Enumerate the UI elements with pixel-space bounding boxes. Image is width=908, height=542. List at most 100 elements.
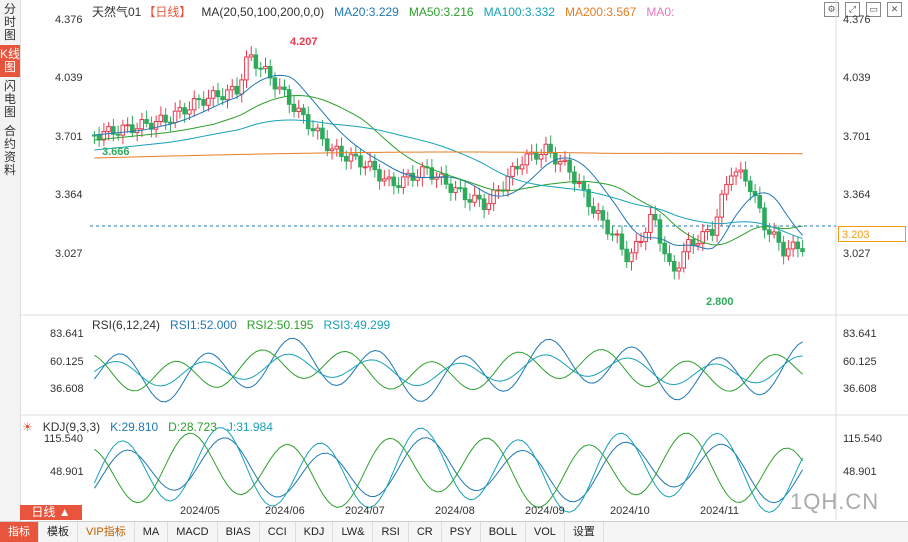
candles [92,45,805,280]
candle [320,120,325,147]
candle [282,79,287,97]
x-axis-label: 2024/10 [610,505,650,517]
candle [210,86,216,108]
kdj-k-value: K:29.810 [110,420,159,434]
tab-timeshare[interactable]: 分时图 [3,2,16,42]
kdj-axis-right-0: 115.540 [843,433,882,445]
tab-kline[interactable]: K线图 [0,45,20,77]
tab-rsi[interactable]: RSI [373,522,409,542]
close-icon[interactable]: ✕ [887,2,902,17]
candle [629,248,634,271]
x-axis-label: 2024/06 [265,505,305,517]
tab-settings[interactable]: 设置 [565,522,604,542]
candle [239,73,244,103]
candle [201,91,206,112]
tab-psy[interactable]: PSY [442,522,481,542]
ma200-line [94,151,803,159]
candle [101,123,107,147]
candle [453,180,458,201]
candle [315,123,320,140]
x-axis-label: 2024/09 [525,505,565,517]
candle [339,137,344,162]
tab-bias[interactable]: BIAS [218,522,260,542]
rsi-line-1 [93,337,803,403]
candle [586,183,591,216]
tab-vol[interactable]: VOL [526,522,565,542]
candle [619,225,625,256]
candle [92,131,97,144]
candle [458,178,463,193]
rsi-lines [93,337,803,403]
candle [329,143,335,160]
rsi-axis-left-1: 60.125 [50,356,84,368]
ma-settings[interactable]: MA(20,50,100,200,0,0) [201,5,325,19]
rsi-label[interactable]: RSI(6,12,24) [92,318,161,332]
candle [657,213,663,252]
price-axis-right-1: 4.039 [843,72,871,84]
tab-template[interactable]: 模板 [39,522,78,542]
rsi-axis-right-2: 36.608 [843,383,877,395]
candle [686,232,691,260]
kdj-j-value: J:31.984 [226,420,273,434]
candle [377,164,382,190]
candle [187,101,192,121]
rsi-axis-left-0: 83.641 [50,328,84,340]
tab-contract-info[interactable]: 合约资料 [3,124,16,177]
price-axis-left-2: 3.701 [55,131,83,143]
candle [163,107,168,130]
rsi1-value: RSI1:52.000 [170,318,237,332]
candle [405,169,411,186]
candle [496,185,501,199]
price-axis-right-2: 3.701 [843,131,871,143]
sun-icon[interactable]: ☀ [22,420,33,434]
indicator-toolbar: 指标 模板 VIP指标 MA MACD BIAS CCI KDJ LW& RSI… [0,521,908,542]
candle [310,120,316,137]
kdj-label[interactable]: KDJ(9,3,3) [42,420,101,434]
tab-ma[interactable]: MA [135,522,169,542]
candle [481,193,487,219]
tab-cci[interactable]: CCI [260,522,296,542]
candle [709,220,715,242]
rsi-axis-right-1: 60.125 [843,356,877,368]
candle [500,181,506,196]
candle [671,255,677,280]
tab-macd[interactable]: MACD [168,522,218,542]
candle [106,121,111,141]
candle [348,147,354,170]
tab-cr[interactable]: CR [409,522,442,542]
ma50-value: MA50:3.216 [408,5,474,19]
candle [434,172,439,188]
candle [96,126,102,147]
period-button[interactable]: 日线 ▲ [20,505,82,520]
candle [291,95,297,118]
settings-icon[interactable]: ⚙ [824,2,839,17]
candle [253,48,259,77]
candle [396,177,401,194]
tab-lw[interactable]: LW& [333,522,374,542]
candle [743,161,748,187]
x-axis-label: 2024/08 [435,505,475,517]
rsi3-value: RSI3:49.299 [323,318,391,332]
tab-boll[interactable]: BOLL [481,522,526,542]
ma100-value: MA100:3.332 [483,5,555,19]
candle [790,235,796,257]
tab-kdj[interactable]: KDJ [296,522,334,542]
candlestick-chart[interactable] [0,0,908,521]
tab-vip-indicator[interactable]: VIP指标 [78,522,135,542]
tab-indicator[interactable]: 指标 [0,522,39,542]
candle [795,236,801,258]
candle [705,224,710,241]
price-axis-right-3: 3.364 [843,189,871,201]
current-price-tag: 3.203 [838,226,906,242]
candle [234,77,240,99]
tab-flash[interactable]: 闪电图 [3,79,16,119]
rsi2-value: RSI2:50.195 [246,318,314,332]
minimize-icon[interactable]: ▭ [866,2,881,17]
price-axis-right-0: 4.376 [843,14,871,26]
candle [505,168,511,197]
candle [486,194,492,215]
candle [785,239,791,261]
expand-icon[interactable]: ⤢ [845,2,860,17]
ma100-line [94,119,803,240]
candle [728,167,734,191]
